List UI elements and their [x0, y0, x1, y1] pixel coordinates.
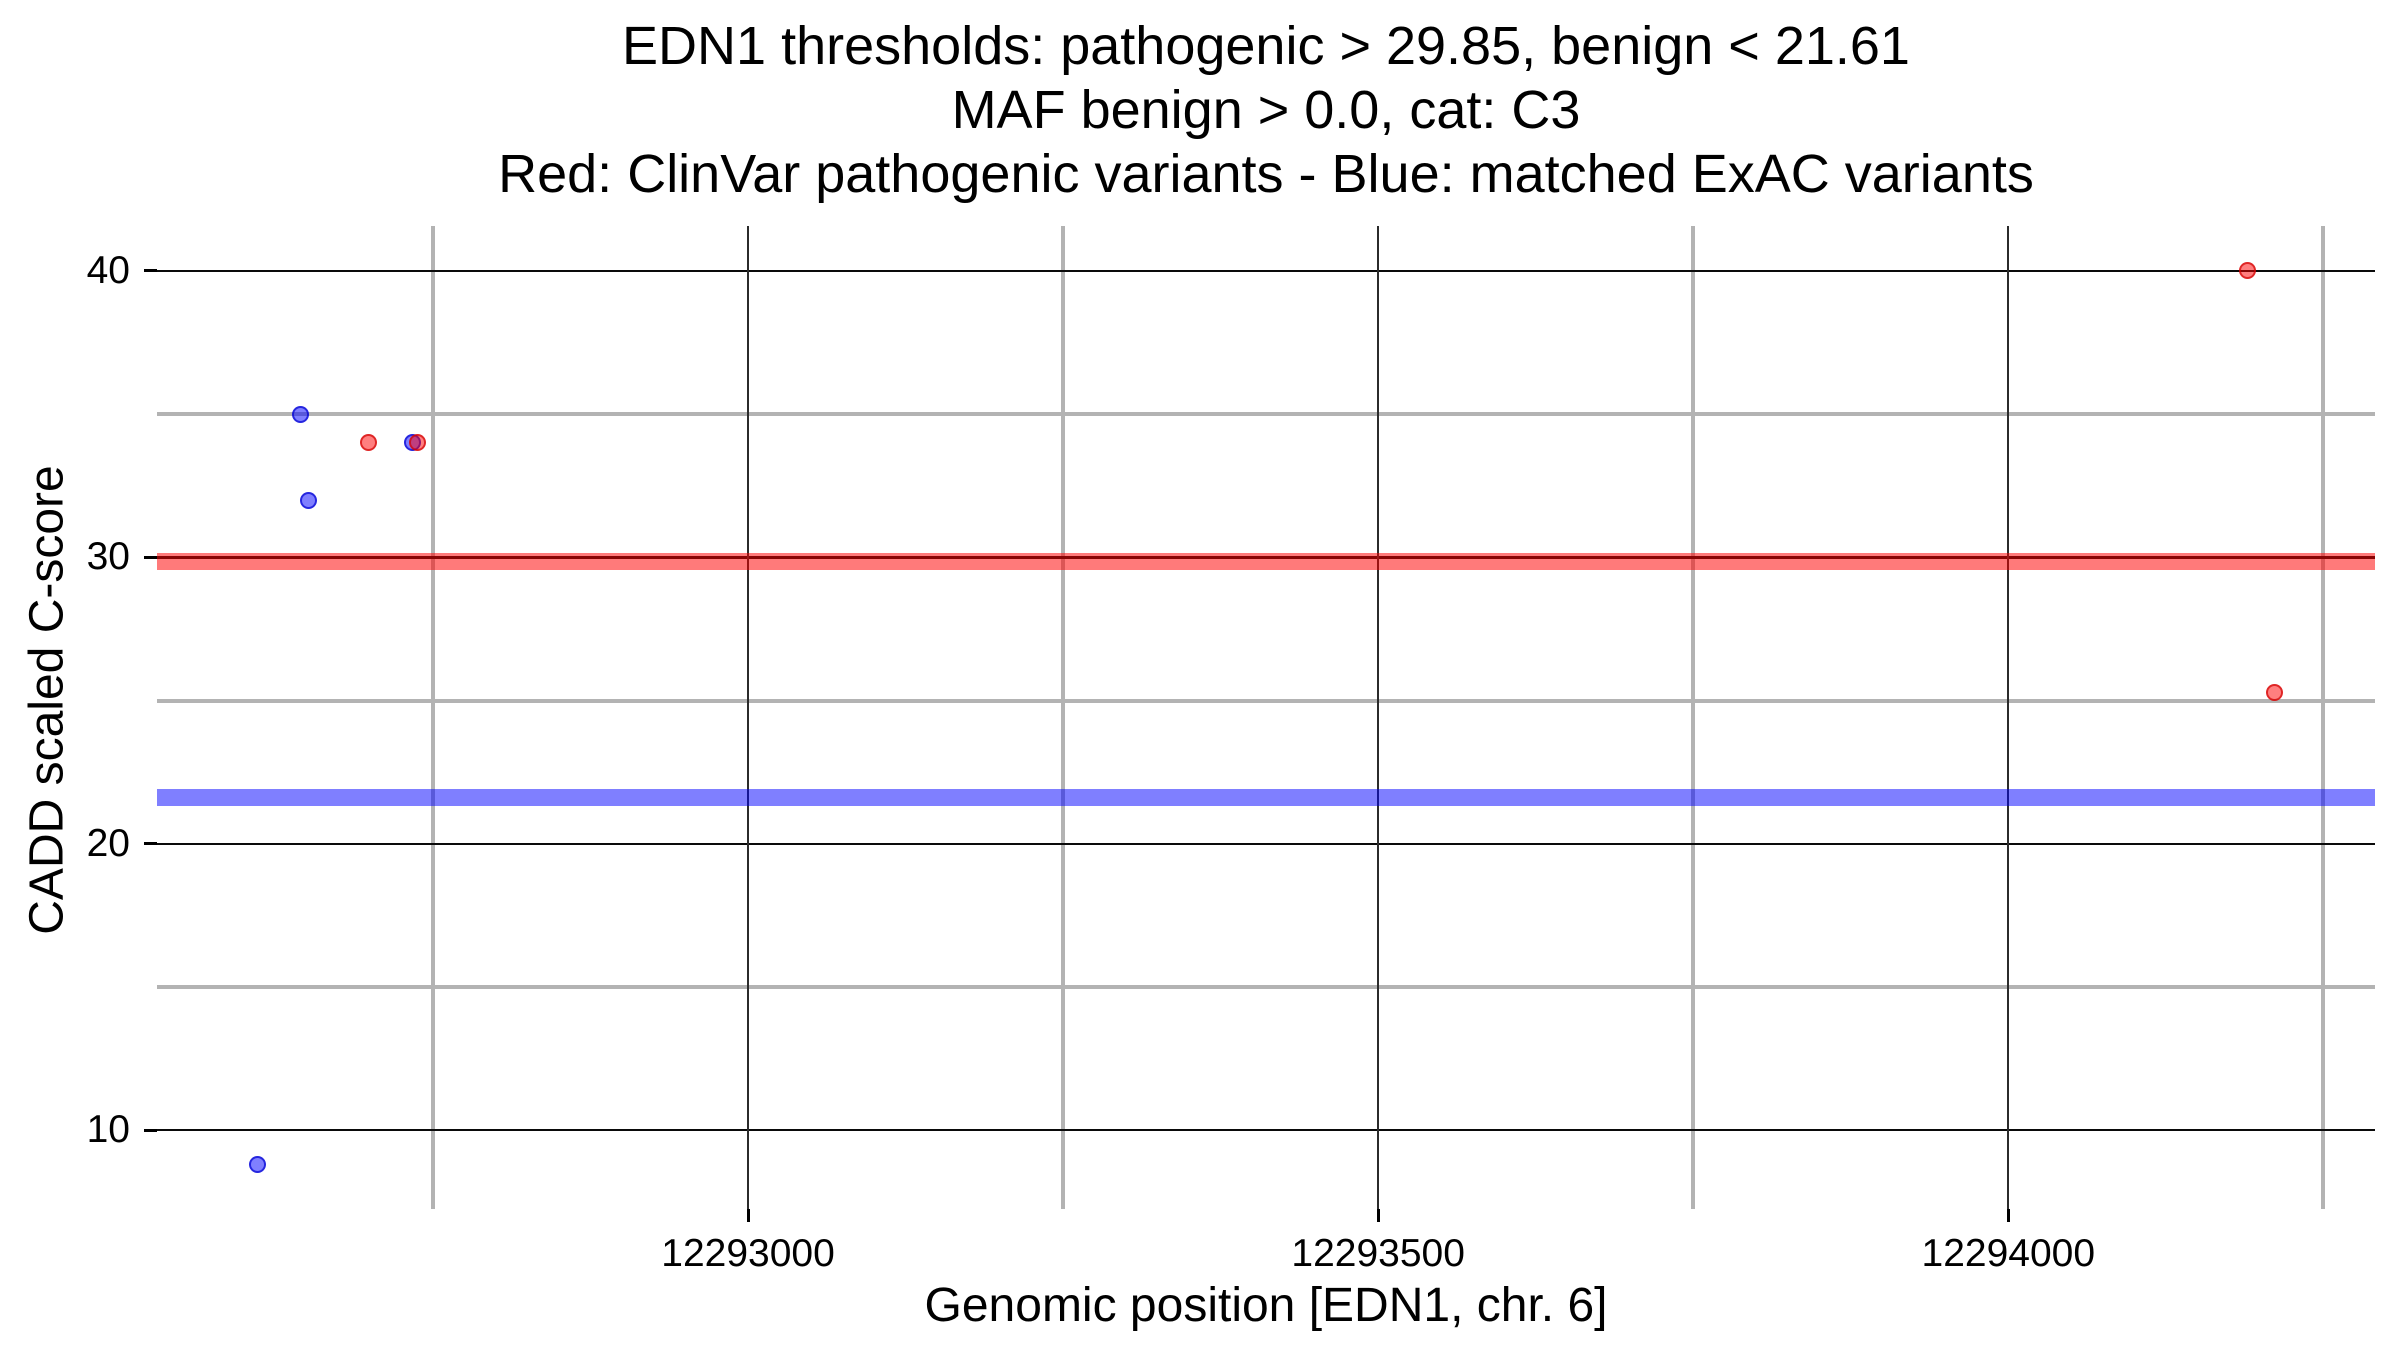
v-minor-gridline: [430, 226, 435, 1209]
y-tick-label: 10: [86, 1108, 130, 1152]
v-major-gridline: [2007, 226, 2010, 1209]
h-minor-gridline: [157, 698, 2375, 703]
v-minor-gridline: [1691, 226, 1696, 1209]
data-point-red: [409, 434, 427, 452]
pathogenic-threshold-band: [157, 553, 2375, 571]
h-major-gridline: [157, 1128, 2375, 1132]
data-point-red: [2239, 262, 2257, 280]
x-axis-title: Genomic position [EDN1, chr. 6]: [924, 1279, 1608, 1332]
plot-title: EDN1 thresholds: pathogenic > 29.85, ben…: [157, 14, 2375, 206]
benign-threshold-band: [157, 789, 2375, 807]
v-major-gridline: [747, 226, 750, 1209]
y-tick-label: 40: [86, 248, 130, 292]
y-axis-title: CADD scaled C-score: [20, 465, 74, 935]
y-axis-tick: [144, 269, 157, 273]
v-minor-gridline: [2321, 226, 2326, 1209]
x-axis-tick: [1376, 1209, 1380, 1222]
data-point-blue: [292, 405, 310, 423]
h-minor-gridline: [157, 985, 2375, 990]
data-point-red: [360, 434, 378, 452]
title-line-thresholds: EDN1 thresholds: pathogenic > 29.85, ben…: [622, 16, 1910, 76]
x-tick-label: 12293500: [1291, 1232, 1465, 1275]
h-minor-gridline: [157, 412, 2375, 417]
y-tick-label: 30: [86, 535, 130, 579]
title-line-maf-category: MAF benign > 0.0, cat: C3: [951, 80, 1581, 140]
y-axis-tick: [144, 555, 157, 559]
h-major-gridline: [157, 269, 2375, 273]
x-axis-tick: [2006, 1209, 2010, 1222]
y-tick-label: 20: [86, 821, 130, 865]
y-axis-tick: [144, 1128, 157, 1132]
x-tick-label: 12293000: [661, 1232, 835, 1275]
x-axis-tick: [746, 1209, 750, 1222]
data-point-blue: [299, 491, 317, 509]
y-axis-tick: [144, 842, 157, 846]
v-major-gridline: [1377, 226, 1380, 1209]
h-major-gridline: [157, 842, 2375, 846]
data-point-blue: [249, 1156, 267, 1174]
x-tick-label: 12294000: [1921, 1232, 2096, 1275]
v-minor-gridline: [1061, 226, 1066, 1209]
title-line-legend: Red: ClinVar pathogenic variants - Blue:…: [498, 144, 2034, 204]
data-point-red: [2265, 683, 2283, 701]
